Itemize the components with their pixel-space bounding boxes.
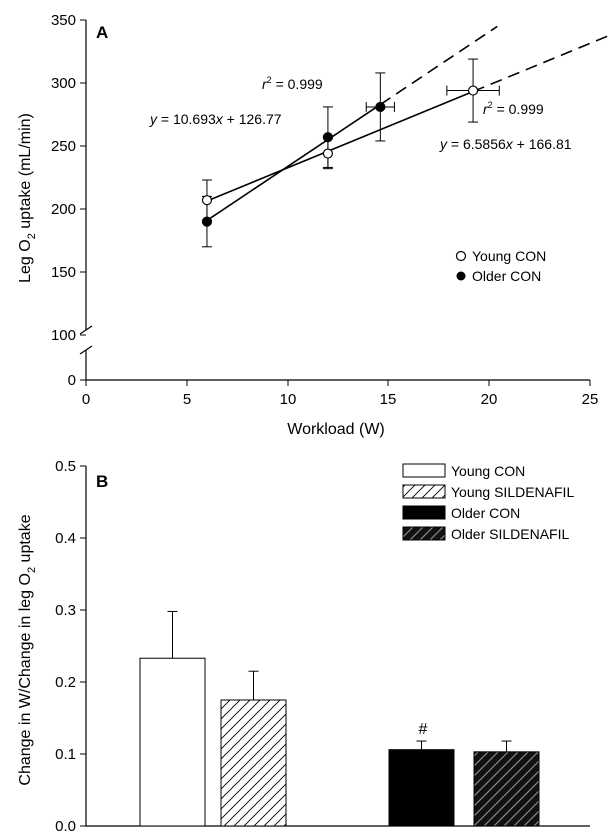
legend-label: Older SILDENAFIL: [451, 526, 569, 542]
legend-open-circle-icon: [455, 250, 467, 262]
y-tick-label: 350: [51, 12, 76, 29]
fit-extrapolation-0: [472, 34, 610, 93]
legend-label: Older CON: [472, 268, 541, 284]
legend-label: Young CON: [472, 248, 546, 264]
y-tick-label: 0.3: [55, 602, 76, 619]
y-tick-label: 0.2: [55, 674, 76, 691]
older-fit-r2: r2 = 0.999: [262, 75, 323, 92]
data-point-older: [201, 216, 213, 227]
panel-a-plot-area: [201, 25, 610, 248]
bar-young-con: [139, 657, 206, 827]
y-tick-label: 100: [51, 327, 76, 344]
young-fit-r2: r2 = 0.999: [483, 100, 544, 117]
x-tick-label: 15: [380, 391, 397, 408]
legend-swatch-hatch-black: [402, 526, 446, 541]
y-tick-label: 0.0: [55, 818, 76, 834]
panel-b-y-ticks: 0.5 0.4 0.3 0.2 0.1 0.0: [55, 458, 86, 834]
legend-label: Young SILDENAFIL: [451, 484, 574, 500]
legend-label: Young CON: [451, 463, 525, 479]
panel-a-y-ticks: 350 300 250 200 150 100 0: [51, 12, 86, 389]
y-tick-label: 300: [51, 75, 76, 92]
x-tick-label: 20: [481, 391, 498, 408]
panel-a-x-axis-label: Workload (W): [287, 421, 385, 438]
bar-older-sildenafil: [473, 751, 540, 827]
panel-a-label: A: [96, 23, 108, 42]
y-tick-label: 0.5: [55, 458, 76, 475]
legend-swatch-black: [402, 505, 446, 520]
significance-marker: #: [419, 721, 428, 738]
axis-break-mark: [79, 325, 93, 335]
panel-a: A Leg O2 uptake (mL/min) Workload (W) 35…: [17, 12, 610, 438]
data-point-older: [375, 101, 386, 113]
x-tick-label: 25: [582, 391, 599, 408]
legend-filled-circle-icon: [456, 271, 466, 281]
y-tick-label: 150: [51, 264, 76, 281]
x-tick-label: 0: [82, 391, 90, 408]
fit-extrapolation-1: [379, 25, 498, 106]
older-fit-equation: y = 10.693x + 126.77: [149, 111, 282, 127]
y-tick-label: 0.1: [55, 746, 76, 763]
panel-b-legend: Young CON Young SILDENAFIL Older CON Old…: [402, 463, 574, 542]
y-tick-label: 250: [51, 138, 76, 155]
fit-line-0: [206, 90, 474, 202]
x-tick-label: 10: [280, 391, 297, 408]
bar-young-sildenafil: [220, 699, 287, 827]
legend-label: Older CON: [451, 505, 520, 521]
panel-b-plot-area: [139, 610, 540, 827]
x-tick-label: 5: [183, 391, 191, 408]
panel-b-y-axis-label: Change in W/Change in leg O2 uptake: [17, 514, 38, 785]
young-fit-equation: y = 6.5856x + 166.81: [439, 136, 572, 152]
y-tick-label: 200: [51, 201, 76, 218]
bar-older-con: [388, 749, 455, 827]
panel-a-legend: Young CON Older CON: [455, 248, 546, 284]
fit-line-1: [206, 103, 381, 222]
panel-b-label: B: [96, 472, 108, 491]
axis-break-mark: [79, 345, 93, 355]
panel-a-x-ticks: 0 5 10 15 20 25: [82, 380, 599, 408]
y-tick-label: 0: [68, 372, 76, 389]
y-tick-label: 0.4: [55, 530, 76, 547]
data-point-young: [322, 148, 334, 159]
data-point-young: [201, 195, 213, 206]
panel-b: B Change in W/Change in leg O2 uptake 0.…: [17, 458, 590, 834]
data-point-older: [322, 132, 334, 143]
legend-swatch-white: [402, 463, 446, 478]
data-point-young: [467, 85, 479, 96]
legend-swatch-hatch-white: [402, 484, 446, 499]
panel-a-y-axis-label: Leg O2 uptake (mL/min): [17, 113, 38, 283]
